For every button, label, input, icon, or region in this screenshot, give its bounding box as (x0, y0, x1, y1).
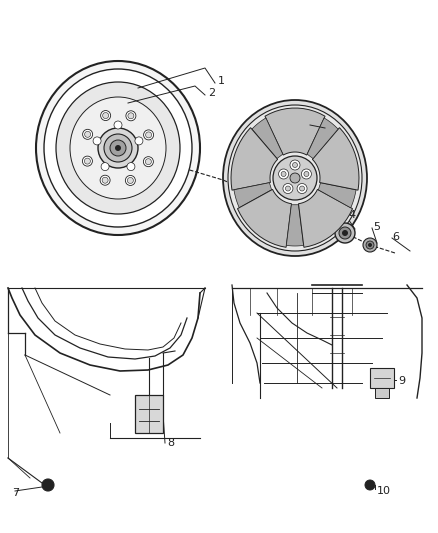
Circle shape (101, 110, 111, 120)
Text: 8: 8 (167, 438, 174, 448)
Circle shape (127, 177, 133, 183)
Polygon shape (307, 118, 338, 159)
Circle shape (342, 230, 348, 236)
Text: 2: 2 (208, 88, 215, 98)
Circle shape (83, 130, 92, 139)
Circle shape (339, 227, 351, 239)
Circle shape (135, 137, 143, 145)
Polygon shape (318, 183, 356, 208)
Ellipse shape (70, 97, 166, 199)
Polygon shape (286, 205, 304, 246)
Circle shape (293, 163, 297, 167)
Circle shape (114, 121, 122, 129)
Polygon shape (231, 127, 278, 190)
Ellipse shape (44, 69, 192, 227)
Circle shape (85, 131, 91, 138)
Circle shape (128, 113, 134, 119)
Ellipse shape (223, 100, 367, 256)
Circle shape (93, 137, 101, 145)
Circle shape (279, 169, 289, 179)
Circle shape (104, 134, 132, 162)
Bar (135, 395, 163, 433)
Text: 5: 5 (373, 222, 380, 232)
Circle shape (290, 173, 300, 183)
Text: 4: 4 (348, 210, 355, 220)
Circle shape (126, 111, 136, 121)
Circle shape (143, 157, 153, 167)
Circle shape (110, 140, 126, 156)
Circle shape (101, 163, 109, 171)
Polygon shape (252, 118, 283, 159)
Circle shape (125, 175, 135, 185)
Ellipse shape (36, 61, 200, 235)
Circle shape (273, 156, 317, 200)
Circle shape (283, 183, 293, 193)
Polygon shape (265, 108, 325, 155)
Circle shape (290, 160, 300, 170)
Circle shape (304, 172, 309, 176)
Circle shape (281, 172, 286, 176)
Text: 7: 7 (12, 488, 19, 498)
Ellipse shape (56, 82, 180, 214)
Circle shape (127, 163, 135, 171)
Text: 3: 3 (312, 119, 319, 129)
Polygon shape (237, 189, 292, 247)
Circle shape (102, 177, 108, 183)
Circle shape (115, 145, 121, 151)
Circle shape (335, 223, 355, 243)
Circle shape (286, 186, 290, 191)
Circle shape (297, 183, 307, 193)
Text: 6: 6 (392, 232, 399, 242)
Circle shape (102, 112, 109, 118)
Polygon shape (298, 189, 353, 247)
Bar (375, 388, 389, 398)
Circle shape (365, 480, 375, 490)
Text: 9: 9 (398, 376, 405, 386)
Circle shape (301, 169, 311, 179)
Ellipse shape (228, 105, 362, 251)
Circle shape (98, 128, 138, 168)
Circle shape (144, 130, 154, 140)
Text: 1: 1 (218, 76, 225, 86)
Polygon shape (312, 127, 359, 190)
Polygon shape (234, 183, 272, 208)
Bar (370, 368, 394, 388)
Circle shape (368, 243, 372, 247)
Circle shape (42, 479, 54, 491)
Circle shape (100, 175, 110, 185)
Circle shape (366, 241, 374, 249)
Circle shape (82, 156, 92, 166)
Circle shape (145, 132, 152, 138)
Text: 10: 10 (377, 486, 391, 496)
Circle shape (300, 186, 304, 191)
Circle shape (363, 238, 377, 252)
Circle shape (145, 159, 152, 165)
Circle shape (85, 158, 90, 164)
